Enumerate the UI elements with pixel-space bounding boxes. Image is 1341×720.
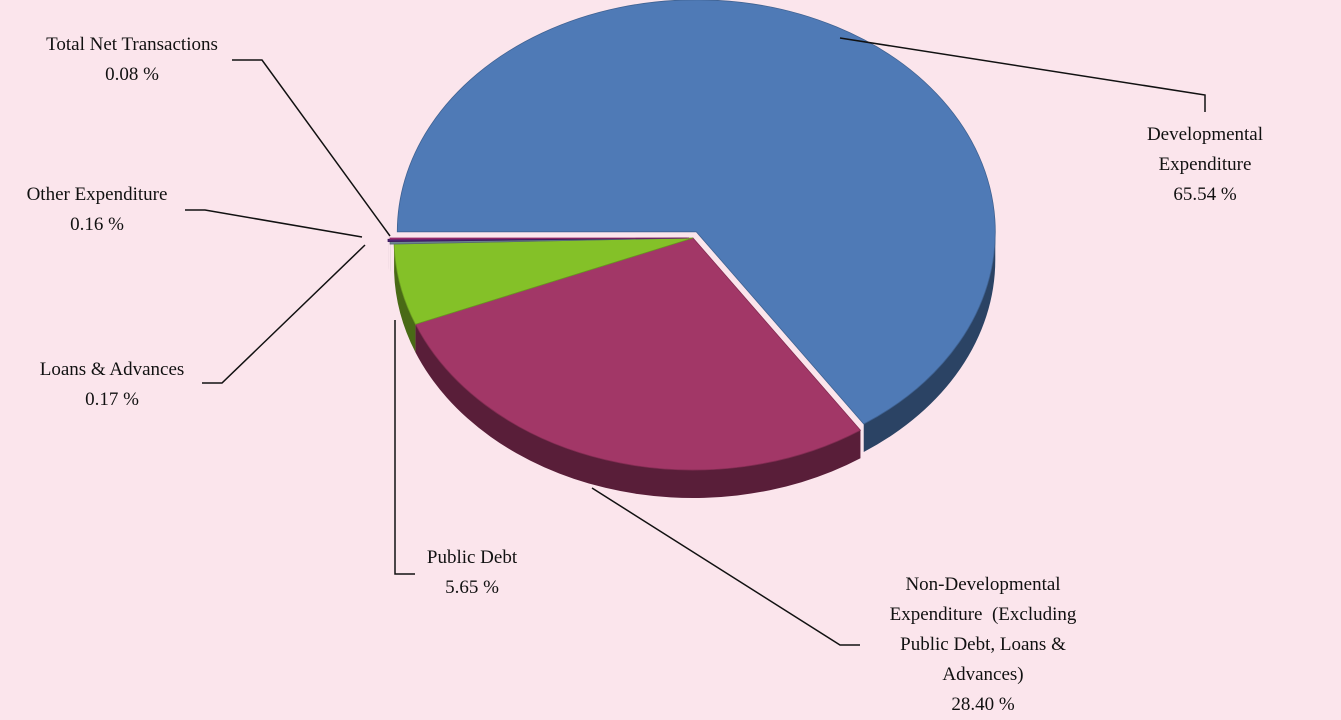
category-label: Loans & Advances: [40, 355, 185, 385]
category-label: Developmental Expenditure: [1137, 120, 1273, 180]
value-label: 0.08 %: [46, 60, 218, 90]
value-label: 0.17 %: [40, 385, 185, 415]
leader-line: [185, 210, 362, 237]
slice-label: Non-Developmental Expenditure (Excluding…: [868, 570, 1098, 720]
value-label: 0.16 %: [27, 210, 168, 240]
category-label: Public Debt: [427, 543, 517, 573]
category-label: Other Expenditure: [27, 180, 168, 210]
category-label: Total Net Transactions: [46, 30, 218, 60]
value-label: 28.40 %: [868, 690, 1098, 720]
leader-line: [592, 488, 860, 645]
leader-line: [395, 320, 415, 574]
value-label: 5.65 %: [427, 573, 517, 603]
leader-line: [232, 60, 390, 236]
leader-line: [202, 245, 365, 383]
category-label: Non-Developmental Expenditure (Excluding…: [868, 570, 1098, 690]
value-label: 65.54 %: [1137, 180, 1273, 210]
